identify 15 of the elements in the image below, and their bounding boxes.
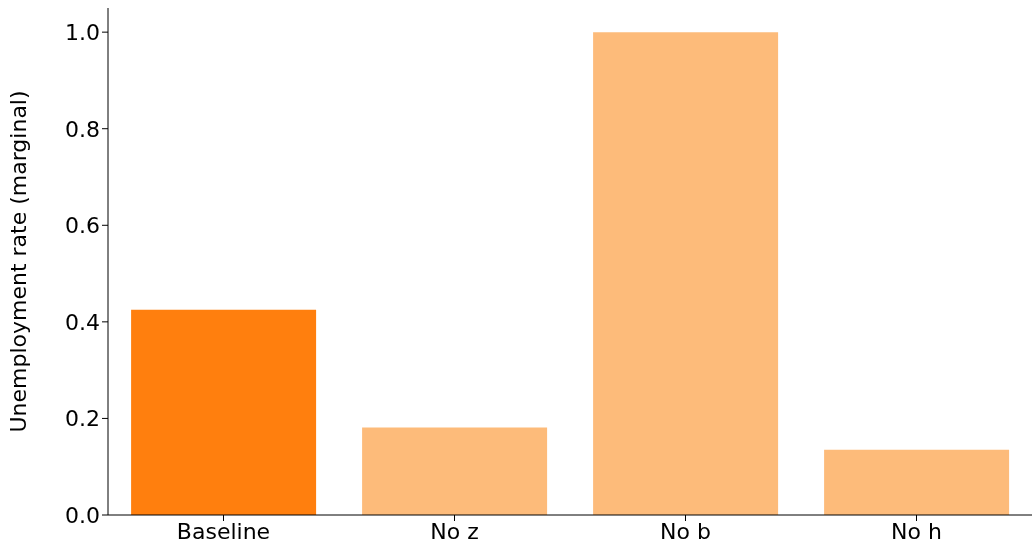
- y-tick-label: 0.2: [65, 406, 100, 432]
- y-tick-label: 0.4: [65, 309, 100, 335]
- x-tick-label: Baseline: [176, 518, 271, 544]
- x-tick-label: No z: [430, 518, 479, 544]
- y-tick-label: 0.0: [65, 502, 100, 528]
- bar: [593, 32, 779, 515]
- y-tick-label: 0.8: [65, 116, 100, 142]
- y-axis-title: Unemployment rate (marginal): [5, 90, 31, 433]
- x-tick-label: No b: [660, 518, 711, 544]
- x-tick-label: No h: [891, 518, 942, 544]
- bar: [824, 449, 1010, 515]
- bar: [131, 309, 317, 515]
- y-tick-label: 1.0: [65, 19, 100, 45]
- y-tick-label: 0.6: [65, 213, 100, 239]
- bar: [362, 427, 548, 515]
